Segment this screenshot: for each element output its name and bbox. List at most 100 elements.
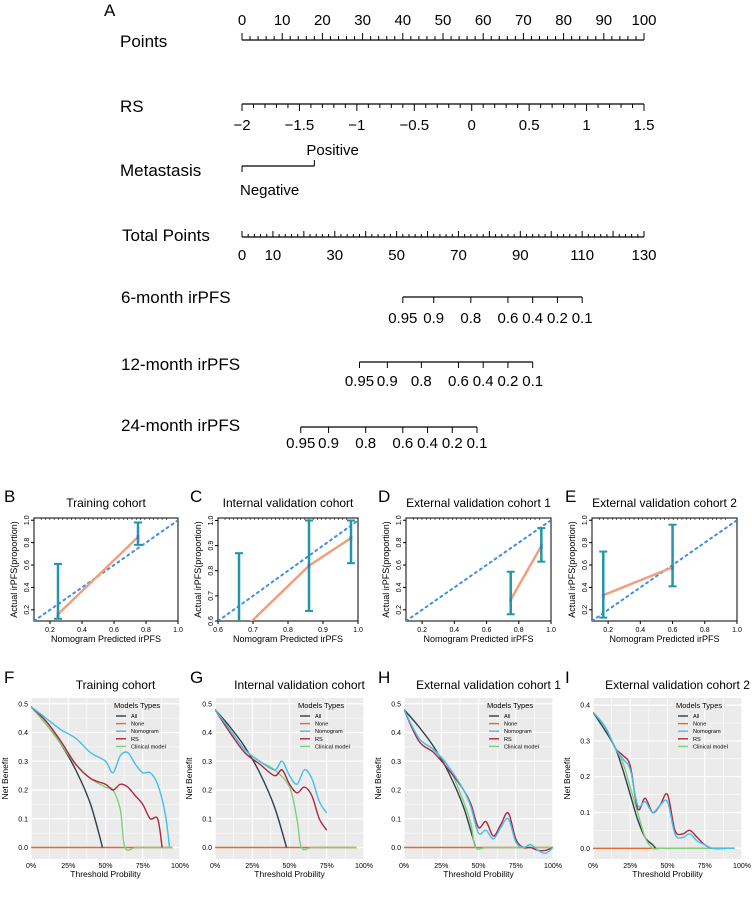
- calibration-panel-d: External validation cohort 1 0.2 0.4 0.6 0.8…: [381, 496, 556, 644]
- dca-y-tick-label: 0.4: [18, 730, 28, 737]
- 6-month-tick-label: 0.8: [460, 310, 481, 327]
- dca-line-nomogram: [215, 709, 328, 814]
- dca-panel-i: External validation cohort 2 0% 25% 50% 75% 1…: [562, 678, 751, 879]
- calibration-ideal-line: [406, 519, 551, 621]
- 12-month-tick-label: 0.1: [522, 373, 543, 390]
- 24-month-tick-label: 0.8: [355, 435, 376, 452]
- calibration-x-tick-label: 0.4: [77, 627, 87, 634]
- 12-month-tick-label: 0.95: [345, 373, 374, 390]
- dca-legend-label: Clinical model: [131, 744, 166, 750]
- 12-month-tick-label: 0.9: [377, 373, 398, 390]
- dca-x-tick-label: 75%: [698, 863, 712, 870]
- dca-x-tick-label: 50%: [282, 863, 296, 870]
- dca-y-tick-label: 0.1: [391, 816, 401, 823]
- dca-y-label: Net Benefit: [184, 757, 194, 800]
- dca-x-tick-label: 50%: [660, 863, 674, 870]
- calibration-ideal-line: [592, 519, 737, 621]
- 6-month-tick-label: 0.9: [423, 310, 444, 327]
- calibration-point: ×: [56, 610, 61, 619]
- dca-legend-label: All: [315, 714, 321, 720]
- calibration-y-label: Actual irPFS(proportion): [193, 521, 203, 618]
- rs-tick-label: −1: [348, 117, 365, 134]
- calibration-x-tick-label: 1.0: [173, 627, 183, 634]
- calibration-panel-c: Internal validation cohort 0.6 0.7 0.8 0.9 1.…: [193, 496, 363, 644]
- dca-y-tick-label: 0.1: [580, 810, 590, 817]
- dca-legend-label: All: [131, 714, 137, 720]
- calibration-y-label: Actual irPFS(proportion): [9, 521, 19, 618]
- 12-month-tick-label: 0.6: [448, 373, 469, 390]
- 6-month-tick-label: 0.4: [522, 310, 543, 327]
- dca-line-nomogram: [404, 709, 553, 855]
- calibration-x-tick-label: 0.6: [482, 627, 492, 634]
- panel-letter-c: C: [190, 487, 202, 506]
- calibration-y-tick-label: 0.2: [24, 605, 31, 615]
- calibration-title: External validation cohort 1: [406, 496, 551, 510]
- nomogram-label-metastasis: Metastasis: [120, 161, 201, 180]
- points-tick-label: 60: [475, 12, 492, 29]
- dca-x-label: Threshold Probility: [632, 869, 703, 879]
- dca-y-label: Net Benefit: [0, 757, 10, 800]
- calibration-y-label: Actual irPFS(proportion): [381, 521, 391, 618]
- dca-line-rs: [215, 709, 328, 831]
- total-points-tick-label: 10: [265, 247, 282, 264]
- calibration-x-tick-label: 0.8: [700, 627, 710, 634]
- panel-letter-g: G: [190, 668, 203, 687]
- panel-letter-a: A: [104, 1, 116, 20]
- dca-x-tick-label: 100%: [355, 863, 373, 870]
- calibration-y-tick-label: 0.8: [582, 538, 589, 548]
- dca-x-tick-label: 25%: [61, 863, 75, 870]
- calibration-ideal-line: [34, 519, 178, 621]
- rs-tick-label: 1.5: [634, 117, 655, 134]
- calibration-fitted-line: [57, 536, 139, 616]
- points-tick-label: 20: [314, 12, 331, 29]
- dca-x-label: Threshold Probility: [254, 869, 325, 879]
- dca-legend-label: RS: [315, 737, 323, 743]
- 24-month-tick-label: 0.1: [467, 435, 488, 452]
- calibration-x-label: Nomogram Predicted irPFS: [51, 634, 161, 644]
- calibration-title: External validation cohort 2: [592, 496, 737, 510]
- calibration-title: Training cohort: [66, 496, 146, 510]
- dca-title: External validation cohort 1: [416, 678, 561, 692]
- dca-y-tick-label: 0.0: [391, 845, 401, 852]
- dca-y-tick-label: 0.2: [580, 774, 590, 781]
- dca-title: Internal validation cohort: [234, 678, 365, 692]
- metastasis-label-positive: Positive: [306, 142, 359, 159]
- calibration-y-tick-label: 0.8: [24, 538, 31, 548]
- calibration-fitted-line: [602, 566, 674, 597]
- dca-y-tick-label: 0.1: [18, 816, 28, 823]
- 24-month-tick-label: 0.4: [417, 435, 438, 452]
- dca-y-tick-label: 0.5: [18, 701, 28, 708]
- dca-legend-label: None: [693, 722, 706, 728]
- dca-y-tick-label: 0.2: [202, 788, 212, 795]
- dca-line-all: [404, 709, 477, 848]
- calibration-point: ×: [136, 533, 141, 542]
- dca-panel-g: Internal validation cohort 0% 25% 50% 75% 100…: [184, 678, 373, 879]
- calibration-x-tick-label: 0.4: [449, 627, 459, 634]
- dca-y-tick-label: 0.5: [202, 701, 212, 708]
- dca-y-tick-label: 0.4: [580, 703, 590, 710]
- rs-tick-label: 1: [582, 117, 590, 134]
- dca-title: External validation cohort 2: [605, 678, 750, 692]
- nomogram-label-6-month: 6-month irPFS: [121, 288, 231, 307]
- dca-y-tick-label: 0.4: [391, 730, 401, 737]
- points-tick-label: 70: [515, 12, 532, 29]
- points-tick-label: 100: [631, 12, 656, 29]
- dca-panel-h: External validation cohort 1 0% 25% 50% 75% 1…: [373, 678, 562, 879]
- dca-plot-area: [215, 709, 357, 851]
- calibration-x-tick-label: 0.2: [45, 627, 55, 634]
- calibration-point: ×: [539, 542, 544, 551]
- calibration-panel-e: External validation cohort 2 0.2 0.4 0.6 0.8…: [567, 496, 742, 644]
- calibration-y-tick-label: 0.6: [582, 560, 589, 570]
- metastasis-label-negative: Negative: [240, 182, 299, 199]
- panel-letter-i: I: [565, 668, 570, 687]
- calibration-ideal-line: [218, 519, 358, 621]
- dca-legend-label: None: [315, 722, 328, 728]
- dca-y-tick-label: 0.3: [202, 759, 212, 766]
- rs-tick-label: −0.5: [399, 117, 429, 134]
- calibration-x-tick-label: 0.6: [109, 627, 119, 634]
- calibration-y-tick-label: 0.4: [582, 582, 589, 592]
- total-points-tick-label: 30: [326, 247, 343, 264]
- 6-month-tick-label: 0.6: [498, 310, 519, 327]
